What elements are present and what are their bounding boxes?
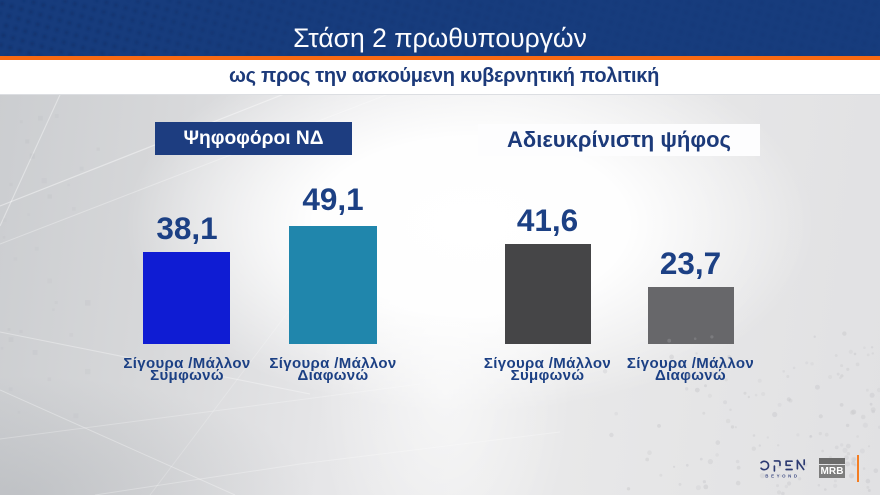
svg-text:BEYOND: BEYOND xyxy=(765,474,799,479)
